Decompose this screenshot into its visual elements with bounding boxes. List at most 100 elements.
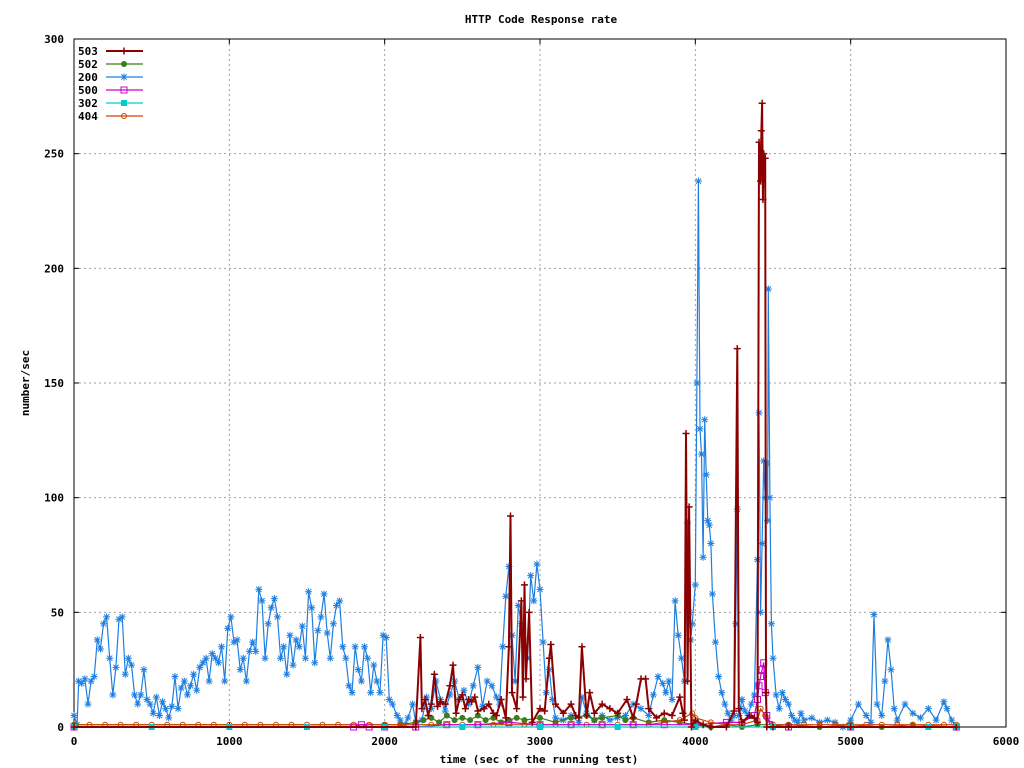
data-point-200 bbox=[317, 613, 325, 621]
data-point-200 bbox=[870, 611, 878, 619]
data-point-200 bbox=[887, 666, 895, 674]
data-point-200 bbox=[469, 682, 477, 690]
data-point-503 bbox=[687, 723, 695, 731]
data-point-200 bbox=[152, 693, 160, 701]
data-point-200 bbox=[702, 471, 710, 479]
data-point-200 bbox=[140, 666, 148, 674]
data-point-200 bbox=[320, 590, 328, 598]
y-tick-label: 100 bbox=[44, 492, 64, 505]
data-point-200 bbox=[233, 636, 241, 644]
data-point-503 bbox=[505, 643, 513, 651]
data-point-503 bbox=[753, 718, 761, 726]
data-point-200 bbox=[342, 654, 350, 662]
data-point-503 bbox=[755, 138, 763, 146]
data-point-200 bbox=[196, 663, 204, 671]
data-point-200 bbox=[396, 716, 404, 724]
data-point-200 bbox=[267, 604, 275, 612]
data-point-200 bbox=[115, 615, 123, 623]
data-point-200 bbox=[242, 677, 250, 685]
data-point-200 bbox=[236, 666, 244, 674]
data-point-200 bbox=[409, 700, 417, 708]
data-point-200 bbox=[735, 712, 743, 720]
data-point-502 bbox=[599, 714, 606, 721]
legend-label: 404 bbox=[78, 110, 98, 123]
data-point-200 bbox=[909, 709, 917, 717]
data-point-200 bbox=[730, 712, 738, 720]
series-200 bbox=[70, 177, 960, 731]
data-point-200 bbox=[255, 585, 263, 593]
data-point-302 bbox=[459, 724, 466, 730]
data-point-200 bbox=[311, 659, 319, 667]
data-point-200 bbox=[367, 689, 375, 697]
data-point-503 bbox=[632, 700, 640, 708]
data-point-200 bbox=[943, 705, 951, 713]
data-point-200 bbox=[404, 714, 412, 722]
data-point-200 bbox=[884, 636, 892, 644]
data-point-200 bbox=[388, 700, 396, 708]
data-point-503 bbox=[497, 695, 505, 703]
data-point-502 bbox=[622, 717, 629, 724]
data-point-200 bbox=[261, 654, 269, 662]
data-point-200 bbox=[187, 682, 194, 690]
data-point-200 bbox=[137, 691, 145, 699]
data-point-503 bbox=[761, 154, 769, 162]
data-point-200 bbox=[715, 673, 723, 681]
data-point-200 bbox=[171, 673, 179, 681]
data-point-200 bbox=[712, 638, 720, 646]
data-point-503 bbox=[421, 695, 429, 703]
data-point-200 bbox=[800, 716, 808, 724]
data-point-200 bbox=[370, 661, 378, 669]
data-point-200 bbox=[280, 643, 288, 651]
data-point-200 bbox=[165, 714, 173, 722]
data-point-200 bbox=[277, 654, 285, 662]
data-point-200 bbox=[654, 673, 662, 681]
y-axis-label: number/sec bbox=[19, 350, 32, 416]
data-point-503 bbox=[679, 709, 687, 717]
data-point-200 bbox=[199, 659, 207, 667]
data-point-503 bbox=[722, 723, 730, 731]
data-point-503 bbox=[502, 714, 510, 722]
data-point-503 bbox=[578, 643, 586, 651]
data-point-200 bbox=[691, 581, 699, 589]
data-point-503 bbox=[746, 712, 754, 720]
data-point-503 bbox=[676, 693, 684, 701]
data-point-200 bbox=[940, 698, 948, 706]
data-point-200 bbox=[696, 425, 704, 433]
data-point-200 bbox=[376, 689, 384, 697]
chart-title: HTTP Code Response rate bbox=[465, 13, 618, 26]
data-point-302 bbox=[614, 724, 621, 730]
data-point-200 bbox=[881, 677, 889, 685]
data-point-502 bbox=[467, 717, 474, 724]
data-point-503 bbox=[614, 709, 622, 717]
data-point-200 bbox=[890, 705, 898, 713]
data-point-503 bbox=[707, 723, 715, 731]
x-tick-label: 4000 bbox=[682, 735, 709, 748]
data-point-200 bbox=[674, 631, 682, 639]
data-point-200 bbox=[149, 709, 157, 717]
data-point-500 bbox=[443, 721, 451, 729]
data-point-503 bbox=[455, 695, 463, 703]
legend-marker-302 bbox=[121, 100, 127, 106]
data-point-500 bbox=[660, 721, 668, 729]
data-point-503 bbox=[757, 127, 765, 135]
data-point-503 bbox=[738, 718, 746, 726]
data-point-200 bbox=[329, 620, 337, 628]
data-point-503 bbox=[452, 709, 460, 717]
data-point-503 bbox=[668, 712, 676, 720]
data-point-200 bbox=[121, 670, 129, 678]
data-point-200 bbox=[131, 691, 139, 699]
data-point-200 bbox=[764, 285, 772, 293]
data-point-302 bbox=[692, 724, 699, 730]
data-point-200 bbox=[718, 689, 726, 697]
data-point-200 bbox=[87, 677, 95, 685]
data-point-503 bbox=[758, 99, 766, 107]
data-point-200 bbox=[382, 634, 390, 642]
data-point-200 bbox=[393, 712, 401, 720]
data-point-503 bbox=[623, 695, 631, 703]
data-point-200 bbox=[364, 654, 372, 662]
data-point-200 bbox=[502, 592, 510, 600]
data-point-200 bbox=[221, 677, 229, 685]
data-point-502 bbox=[474, 712, 481, 719]
